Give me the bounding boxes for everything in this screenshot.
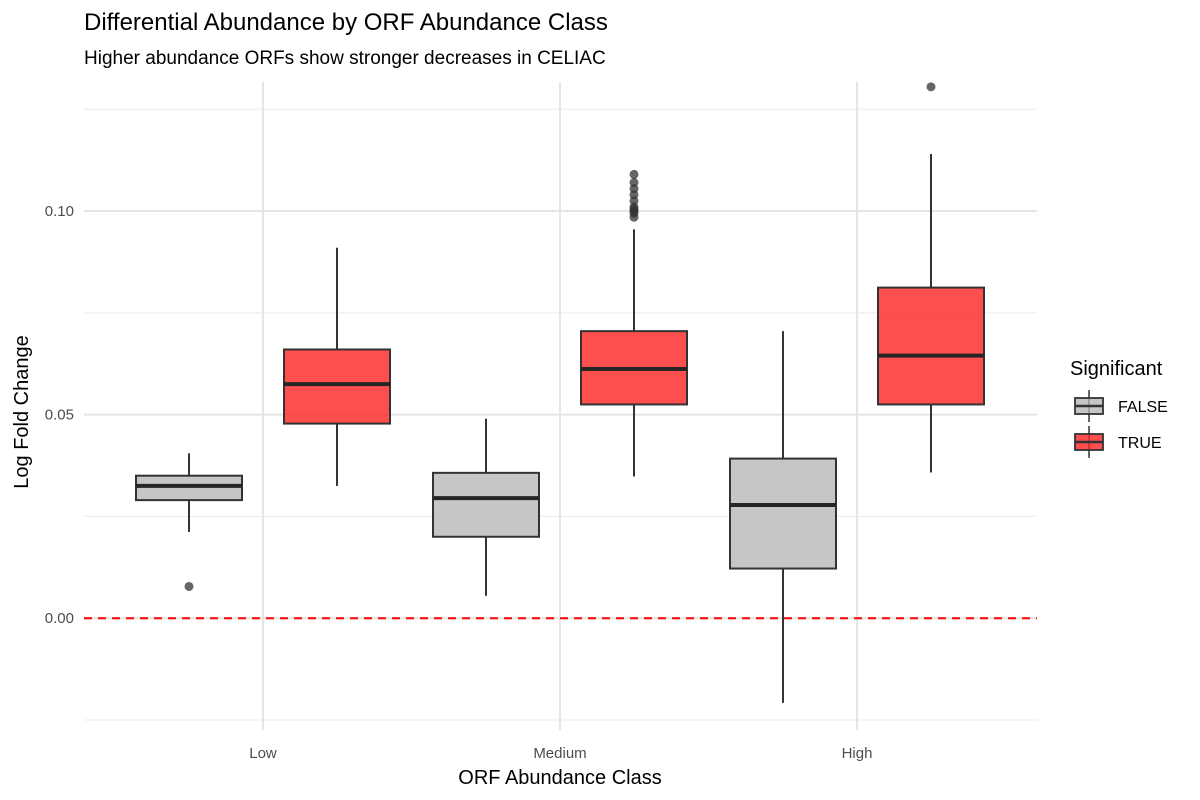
box-true-high	[877, 82, 985, 473]
box-false-low	[135, 453, 243, 591]
x-tick-label: High	[842, 745, 873, 762]
box-true-low	[283, 247, 391, 486]
outlier-point	[926, 82, 936, 92]
box-false-medium	[432, 418, 540, 596]
box-body	[283, 348, 391, 425]
legend-label-true: TRUE	[1118, 435, 1162, 452]
box-body	[729, 457, 837, 570]
box-body	[432, 471, 540, 538]
chart-title: Differential Abundance by ORF Abundance …	[84, 9, 608, 36]
outlier-point	[629, 169, 639, 179]
y-tick-label: 0.10	[45, 203, 74, 220]
box-true-medium	[580, 169, 688, 477]
outlier-point	[184, 581, 194, 591]
grid-lines	[84, 82, 1037, 730]
box-body	[135, 474, 243, 502]
x-tick-label: Medium	[533, 745, 586, 762]
y-tick-label: 0.00	[45, 610, 74, 627]
x-axis-title: ORF Abundance Class	[458, 767, 661, 789]
legend-key-true	[1074, 426, 1104, 458]
legend-label-false: FALSE	[1118, 399, 1168, 416]
x-axis-ticks: Low Medium High	[249, 745, 872, 762]
y-axis-title: Log Fold Change	[11, 335, 33, 488]
box-body	[877, 286, 985, 406]
legend-title: Significant	[1070, 358, 1163, 380]
legend-key-false	[1074, 390, 1104, 422]
outlier-point	[629, 178, 639, 188]
y-tick-label: 0.05	[45, 407, 74, 424]
x-tick-label: Low	[249, 745, 277, 762]
box-series	[135, 82, 985, 703]
chart-subtitle: Higher abundance ORFs show stronger decr…	[84, 48, 606, 69]
legend: Significant FALSE TRUE	[1070, 358, 1168, 458]
y-axis-ticks: 0.00 0.05 0.10	[45, 203, 74, 627]
box-false-high	[729, 331, 837, 703]
